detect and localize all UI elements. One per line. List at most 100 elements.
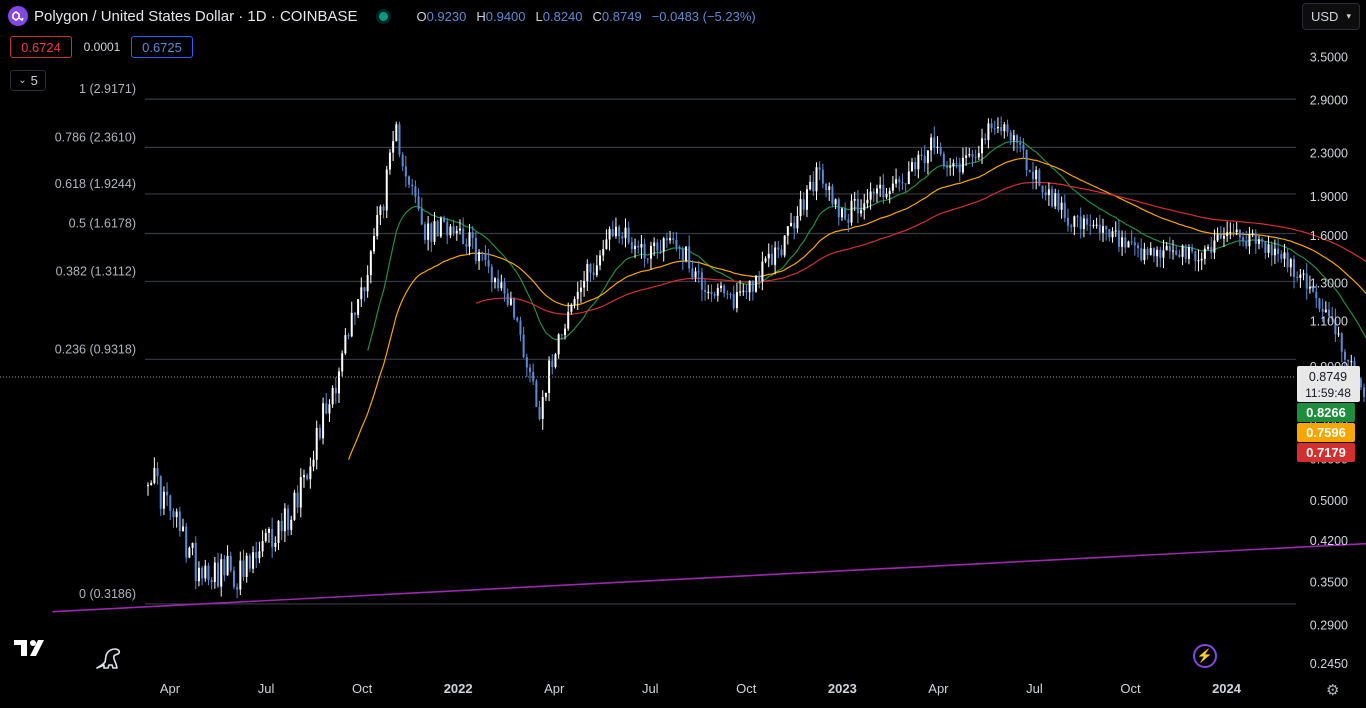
trendline-segment[interactable]: [52, 459, 1366, 613]
candle-body: [573, 298, 576, 305]
candle-body: [955, 163, 958, 165]
candle-body: [1229, 232, 1232, 234]
candle-body: [815, 167, 818, 192]
candle-body: [1321, 308, 1324, 312]
price-tick-label: 1.3000: [1310, 276, 1348, 290]
time-tick-label: Jul: [1026, 681, 1043, 696]
candle-body: [825, 183, 828, 191]
candle-body: [1257, 239, 1260, 244]
candle-body: [653, 242, 656, 246]
candle-body: [1210, 246, 1213, 253]
candle-body: [586, 264, 589, 281]
candle-body: [1038, 169, 1041, 186]
candle-body: [726, 293, 729, 295]
candle-body: [777, 247, 780, 250]
candle-body: [446, 221, 449, 236]
candle-body: [1035, 169, 1038, 180]
candle-body: [1025, 149, 1028, 171]
dinosaur-icon[interactable]: [94, 640, 126, 677]
candle-body: [357, 299, 360, 315]
candle-body: [401, 154, 404, 167]
candle-body: [847, 219, 850, 223]
chart-header: Polygon / United States Dollar · 1D · CO…: [8, 6, 756, 26]
candle-body: [226, 555, 229, 576]
ohlc-open: O0.9230: [416, 8, 467, 24]
price-tick-label: 0.5000: [1310, 494, 1348, 508]
candle-body: [608, 229, 611, 240]
fibonacci-retracement[interactable]: 1 (2.9171) 0.786 (2.3610) 0.618 (1.9244) 0.…: [55, 82, 1296, 605]
candle-body: [751, 280, 754, 292]
candle-body: [322, 403, 325, 439]
candle-body: [1293, 259, 1295, 277]
buy-button[interactable]: 0.6725: [131, 36, 193, 58]
candle-body: [821, 169, 824, 184]
candle-body: [946, 166, 949, 168]
ma-value-label: 0.8266: [1306, 405, 1346, 420]
candle-body: [197, 567, 200, 582]
candle-body: [965, 155, 968, 158]
candle-body: [767, 253, 770, 259]
candle-body: [904, 183, 907, 185]
candle-body: [188, 547, 191, 558]
candle-body: [1213, 240, 1216, 253]
candle-body: [837, 199, 840, 218]
ohlc-low: L0.8240: [535, 8, 583, 24]
candle-body: [1086, 218, 1089, 225]
gear-icon[interactable]: ⚙: [1326, 682, 1340, 699]
candle-body: [592, 272, 595, 276]
candle-body: [331, 387, 334, 405]
candle-body: [376, 215, 379, 237]
candle-body: [500, 282, 503, 289]
price-tick-label: 2.9000: [1310, 93, 1348, 107]
candle-body: [423, 224, 426, 240]
candle-body: [1133, 242, 1136, 246]
symbol-title[interactable]: Polygon / United States Dollar · 1D · CO…: [34, 7, 358, 25]
trendline[interactable]: [52, 459, 1366, 613]
tradingview-logo-icon[interactable]: [14, 638, 50, 663]
candle-body: [977, 153, 980, 158]
candle-body: [968, 153, 971, 156]
price-axis[interactable]: 3.5000 2.9000 2.3000 1.9000 1.6000 1.3000 1.10…: [1310, 51, 1348, 671]
candle-body: [162, 491, 165, 509]
candle-body: [150, 483, 153, 485]
candle-body: [656, 242, 659, 251]
candle-body: [707, 291, 710, 293]
candle-body: [169, 495, 172, 511]
last-price-label: 0.8749: [1309, 370, 1347, 384]
candle-body: [1009, 132, 1012, 141]
time-axis[interactable]: Apr Jul Oct 2022 Apr Jul Oct 2023 Apr Jul Oct 2024: [160, 681, 1242, 696]
candle-body: [882, 184, 885, 198]
candle-body: [302, 475, 305, 478]
candle-body: [280, 520, 283, 532]
candle-body: [1073, 216, 1076, 227]
candle-body: [761, 261, 764, 282]
candle-body: [471, 232, 474, 238]
time-tick-label: Apr: [544, 681, 565, 696]
candle-body: [436, 221, 439, 237]
candle-body: [1305, 273, 1308, 289]
indicators-toggle-button[interactable]: ⌄ 5: [10, 70, 46, 91]
candle-body: [764, 258, 767, 262]
candle-body: [742, 290, 745, 292]
candle-body: [312, 459, 315, 467]
candle-body: [1340, 333, 1343, 352]
candle-body: [1124, 237, 1127, 248]
candle-body: [1095, 224, 1098, 226]
candle-body: [713, 294, 716, 296]
currency-select[interactable]: USD ▾: [1302, 3, 1360, 30]
candle-body: [614, 226, 617, 237]
candle-body: [252, 552, 255, 569]
candle-body: [353, 312, 356, 315]
lightning-icon[interactable]: ⚡: [1193, 644, 1217, 668]
sell-button[interactable]: 0.6724: [10, 36, 72, 58]
candle-body: [856, 198, 859, 214]
candle-body: [1082, 218, 1085, 229]
candle-body: [1117, 230, 1120, 247]
candle-body: [296, 492, 299, 508]
time-tick-label: 2024: [1212, 681, 1242, 696]
candle-body: [649, 245, 652, 259]
candle-body: [1066, 217, 1069, 226]
price-tick-label: 1.6000: [1310, 229, 1348, 243]
candle-body: [267, 528, 270, 533]
